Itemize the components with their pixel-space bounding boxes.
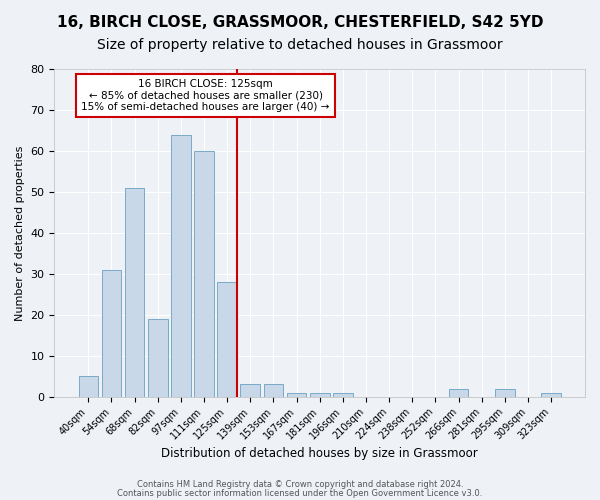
Text: Contains public sector information licensed under the Open Government Licence v3: Contains public sector information licen… (118, 489, 482, 498)
Bar (241, 384, 260, 396)
Y-axis label: Number of detached properties: Number of detached properties (15, 145, 25, 320)
X-axis label: Distribution of detached houses by size in Grassmoor: Distribution of detached houses by size … (161, 447, 478, 460)
Text: Contains HM Land Registry data © Crown copyright and database right 2024.: Contains HM Land Registry data © Crown c… (137, 480, 463, 489)
Bar (217, 282, 237, 397)
Bar (148, 319, 167, 396)
Bar (541, 392, 561, 396)
Text: 16 BIRCH CLOSE: 125sqm
← 85% of detached houses are smaller (230)
15% of semi-de: 16 BIRCH CLOSE: 125sqm ← 85% of detached… (82, 79, 330, 112)
Bar (101, 270, 121, 396)
Bar (263, 384, 283, 396)
Bar (194, 151, 214, 396)
Text: 16, BIRCH CLOSE, GRASSMOOR, CHESTERFIELD, S42 5YD: 16, BIRCH CLOSE, GRASSMOOR, CHESTERFIELD… (57, 15, 543, 30)
Bar (171, 134, 191, 396)
Bar (125, 188, 145, 396)
Bar (287, 392, 307, 396)
Bar (79, 376, 98, 396)
Bar (333, 392, 353, 396)
Bar (310, 392, 329, 396)
Bar (495, 388, 515, 396)
Bar (449, 388, 469, 396)
Text: Size of property relative to detached houses in Grassmoor: Size of property relative to detached ho… (97, 38, 503, 52)
